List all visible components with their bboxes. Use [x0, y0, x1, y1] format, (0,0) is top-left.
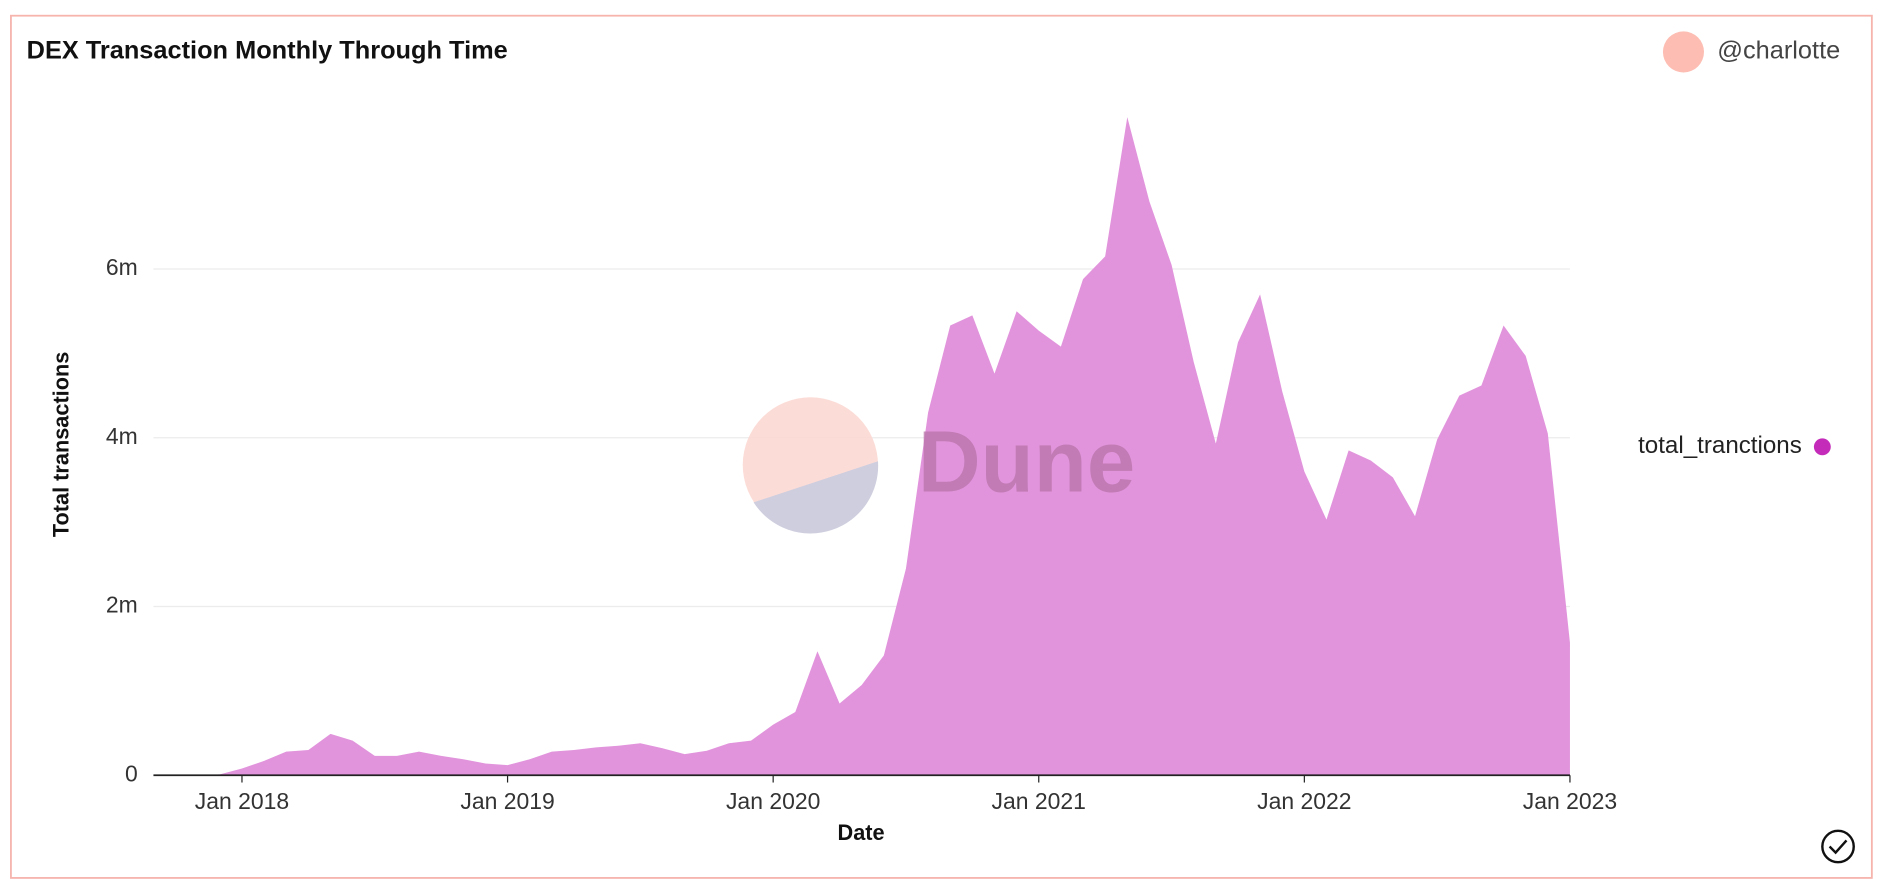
x-tick-label: Jan 2019	[460, 788, 554, 814]
x-axis-label: Date	[838, 820, 885, 845]
y-tick-label: 2m	[106, 592, 138, 618]
chart-title: DEX Transaction Monthly Through Time	[27, 37, 508, 65]
status-check	[1828, 839, 1848, 855]
legend-swatch	[1813, 438, 1831, 456]
y-axis-label: Total transactions	[49, 352, 74, 537]
y-tick-label: 6m	[106, 254, 138, 280]
x-tick-label: Jan 2018	[195, 788, 289, 814]
plot: 0 2m 4m 6m Jan 2018 Jan 2019 Jan 2020 Jan 2021 J…	[106, 117, 1617, 814]
legend-label: total_tranctions	[1638, 432, 1802, 459]
area	[153, 117, 1570, 776]
status-icon	[1821, 829, 1855, 864]
x-tick-label: Jan 2021	[992, 788, 1086, 814]
x-tick-label: Jan 2022	[1257, 788, 1351, 814]
watermark: Dune	[918, 414, 1135, 511]
y-tick-label: 0	[125, 760, 138, 786]
author[interactable]: @charlotte	[1717, 37, 1840, 65]
avatar	[1662, 31, 1704, 73]
y-tick-label: 4m	[106, 423, 138, 449]
x-tick-label: Jan 2020	[726, 788, 820, 814]
watermark-logo	[742, 397, 879, 534]
x-tick-label: Jan 2023	[1523, 788, 1617, 814]
